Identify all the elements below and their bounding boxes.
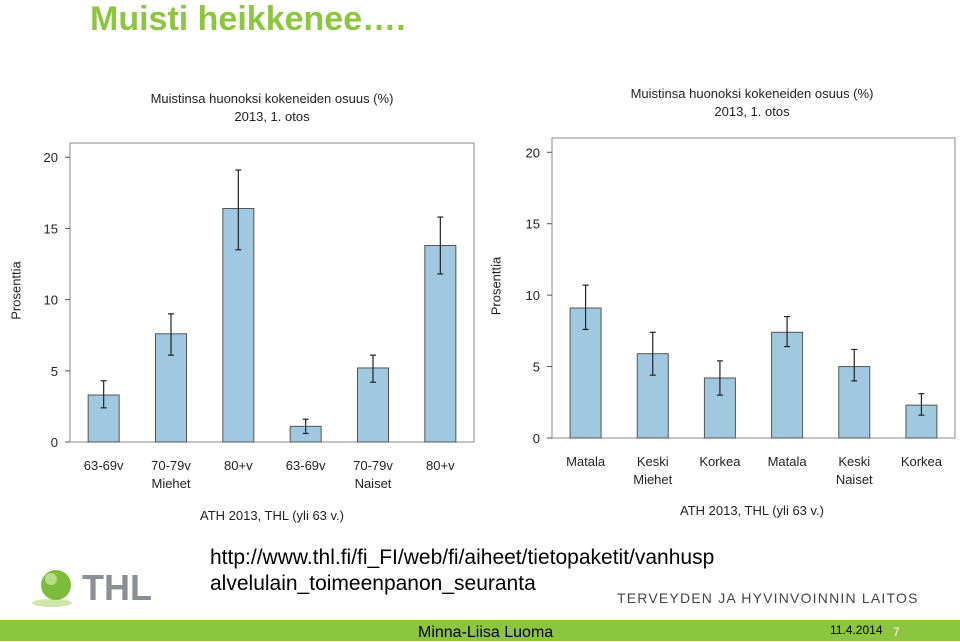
source-url-line-2: alvelulain_toimeenpanon_seuranta <box>210 572 536 595</box>
y-tick-label: 10 <box>526 288 540 303</box>
x-tick-label: 63-69v <box>84 458 124 473</box>
chart-source: ATH 2013, THL (yli 63 v.) <box>200 508 344 523</box>
x-tick-label: 70-79v <box>353 458 393 473</box>
y-tick-label: 20 <box>526 145 540 160</box>
thl-logo-text: THL <box>82 567 152 608</box>
x-group-label: Naiset <box>355 476 392 491</box>
x-tick-label: Korkea <box>901 454 943 469</box>
x-tick-label: 80+v <box>224 458 253 473</box>
y-tick-label: 0 <box>533 431 540 446</box>
y-tick-label: 0 <box>51 435 58 450</box>
x-group-label: Miehet <box>151 476 190 491</box>
thl-logo-ball-icon <box>41 570 71 600</box>
chart-age-groups: Muistinsa huonoksi kokeneiden osuus (%) 2… <box>8 91 475 523</box>
organization-name: TERVEYDEN JA HYVINVOINNIN LAITOS <box>617 590 919 606</box>
charts-canvas: Muistinsa huonoksi kokeneiden osuus (%) 2… <box>8 86 956 523</box>
plot-frame <box>69 142 475 443</box>
slide-title: Muisti heikkenee…. <box>90 0 406 38</box>
slide-date: 11.4.2014 <box>830 623 883 637</box>
chart-title: Muistinsa huonoksi kokeneiden osuus (%) <box>151 91 394 106</box>
chart-education-levels: Muistinsa huonoksi kokeneiden osuus (%) 2… <box>488 86 956 518</box>
chart-subtitle: 2013, 1. otos <box>234 109 310 124</box>
thl-logo-ball-highlight <box>45 573 57 585</box>
y-axis-label: Prosenttia <box>488 256 503 315</box>
x-tick-label: 70-79v <box>151 458 191 473</box>
x-tick-label: Korkea <box>699 454 741 469</box>
y-tick-label: 20 <box>44 150 58 165</box>
source-url-line-1: http://www.thl.fi/fi_FI/web/fi/aiheet/ti… <box>210 546 715 569</box>
x-tick-label: Matala <box>566 454 606 469</box>
x-group-label: Miehet <box>633 472 672 487</box>
chart-subtitle: 2013, 1. otos <box>714 104 790 119</box>
x-tick-label: Keski <box>637 454 669 469</box>
bar <box>771 331 804 439</box>
chart-title: Muistinsa huonoksi kokeneiden osuus (%) <box>631 86 874 101</box>
y-tick-label: 5 <box>51 364 58 379</box>
thl-logo-swoosh <box>32 599 72 607</box>
author-name: Minna-Liisa Luoma <box>418 624 554 641</box>
x-tick-label: Keski <box>838 454 870 469</box>
x-tick-label: 80+v <box>426 458 455 473</box>
y-axis-label: Prosenttia <box>8 260 23 319</box>
y-tick-label: 15 <box>44 221 58 236</box>
thl-logo: THL <box>32 567 152 608</box>
footer-bar <box>0 620 960 641</box>
y-tick-label: 10 <box>44 293 58 308</box>
plot-frame <box>551 137 956 439</box>
y-tick-label: 15 <box>526 217 540 232</box>
x-tick-label: Matala <box>768 454 808 469</box>
source-url[interactable]: http://www.thl.fi/fi_FI/web/fi/aiheet/ti… <box>210 545 714 597</box>
chart-source: ATH 2013, THL (yli 63 v.) <box>680 503 824 518</box>
x-tick-label: 63-69v <box>286 458 326 473</box>
page-number: 7 <box>893 625 900 639</box>
bar <box>424 245 457 443</box>
y-tick-label: 5 <box>533 360 540 375</box>
x-group-label: Naiset <box>836 472 873 487</box>
